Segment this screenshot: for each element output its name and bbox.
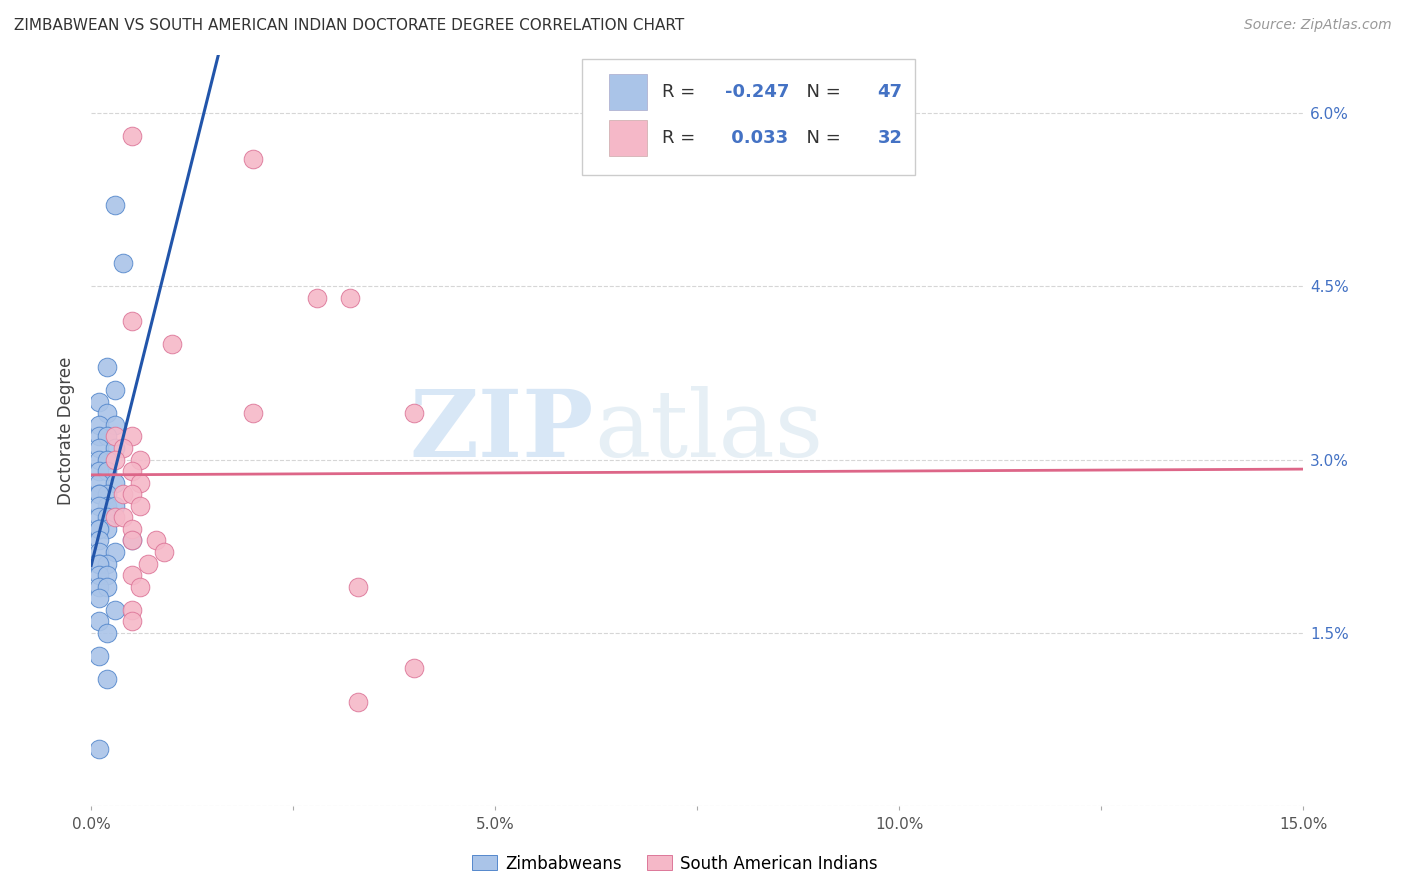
Point [96,568,118,582]
Point [89,648,111,663]
Point [96,464,118,478]
Point [89,557,111,571]
Point [242,152,264,166]
Point [89,591,111,606]
Point [89,394,111,409]
Point [112,441,135,455]
Point [96,580,118,594]
FancyBboxPatch shape [609,74,647,110]
Text: N =: N = [796,83,846,101]
Text: R =: R = [662,83,702,101]
Text: 0.033: 0.033 [725,128,789,146]
FancyBboxPatch shape [609,120,647,155]
Point [96,557,118,571]
Point [96,522,118,536]
Point [121,429,143,443]
Point [346,695,368,709]
Point [96,406,118,420]
Text: ZIP: ZIP [409,385,595,475]
Point [128,475,150,490]
Point [89,568,111,582]
Point [89,452,111,467]
Text: 32: 32 [877,128,903,146]
Point [242,406,264,420]
Point [128,580,150,594]
Text: Source: ZipAtlas.com: Source: ZipAtlas.com [1244,18,1392,32]
Point [96,487,118,501]
Point [404,406,426,420]
Point [96,360,118,375]
Point [96,452,118,467]
Point [121,615,143,629]
Point [89,545,111,559]
Point [96,499,118,513]
Y-axis label: Doctorate Degree: Doctorate Degree [58,357,75,505]
Point [104,452,127,467]
Point [104,603,127,617]
Point [89,522,111,536]
Text: N =: N = [796,128,846,146]
Point [89,580,111,594]
Point [104,417,127,432]
Point [96,672,118,686]
Point [121,568,143,582]
Point [104,441,127,455]
Point [89,510,111,524]
Text: atlas: atlas [595,385,824,475]
Point [96,626,118,640]
Point [128,499,150,513]
Point [121,314,143,328]
Point [121,487,143,501]
Point [104,384,127,398]
Text: ZIMBABWEAN VS SOUTH AMERICAN INDIAN DOCTORATE DEGREE CORRELATION CHART: ZIMBABWEAN VS SOUTH AMERICAN INDIAN DOCT… [14,18,685,33]
Point [112,256,135,270]
Point [160,337,183,351]
Point [96,429,118,443]
Point [339,291,361,305]
Point [128,452,150,467]
Text: R =: R = [662,128,702,146]
Point [89,441,111,455]
Point [104,429,127,443]
Point [89,522,111,536]
Point [104,475,127,490]
Point [96,510,118,524]
Point [104,510,127,524]
Point [104,545,127,559]
Point [112,487,135,501]
Point [89,475,111,490]
Point [104,198,127,212]
Point [121,603,143,617]
FancyBboxPatch shape [582,59,915,176]
Point [145,533,167,548]
Point [136,557,159,571]
Point [89,615,111,629]
Point [89,464,111,478]
Text: -0.247: -0.247 [725,83,789,101]
Legend: Zimbabweans, South American Indians: Zimbabweans, South American Indians [465,848,884,880]
Point [121,522,143,536]
Point [89,429,111,443]
Point [121,129,143,144]
Point [89,499,111,513]
Point [89,487,111,501]
Point [121,464,143,478]
Point [307,291,329,305]
Point [121,533,143,548]
Point [104,499,127,513]
Point [89,417,111,432]
Point [89,741,111,756]
Point [89,557,111,571]
Point [89,487,111,501]
Point [153,545,176,559]
Point [121,533,143,548]
Point [346,580,368,594]
Point [112,510,135,524]
Text: 47: 47 [877,83,903,101]
Point [404,660,426,674]
Point [89,533,111,548]
